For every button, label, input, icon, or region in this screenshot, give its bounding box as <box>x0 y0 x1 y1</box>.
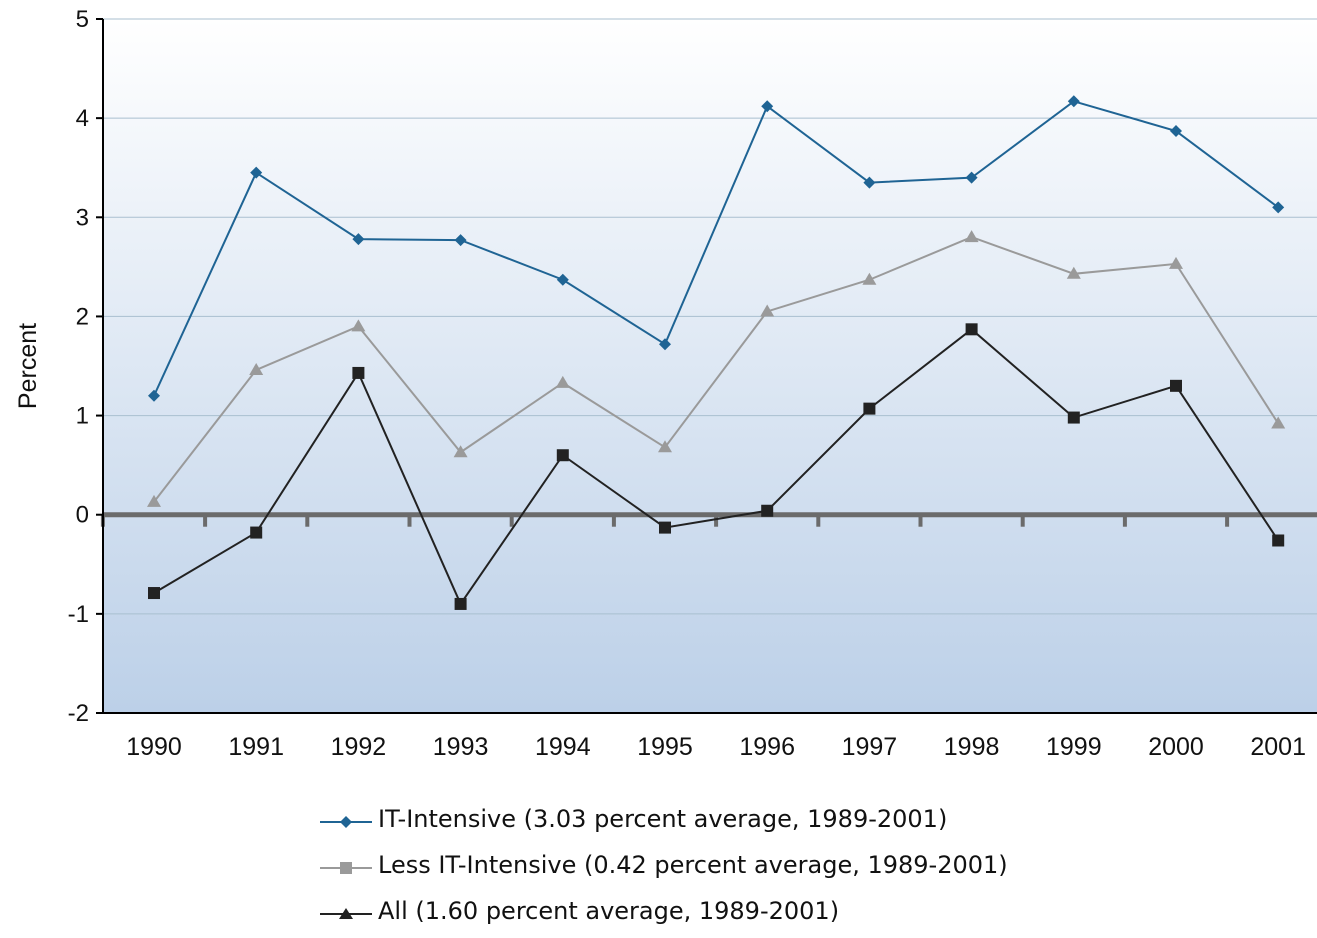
y-tick-label: 5 <box>76 6 89 33</box>
data-point <box>1067 95 1080 108</box>
series-line-0 <box>153 100 1279 397</box>
legend-label: Less IT-Intensive (0.42 percent average,… <box>378 851 1008 879</box>
data-point <box>659 338 671 351</box>
x-tick-label: 1997 <box>842 733 898 761</box>
y-tick-label: 2 <box>76 303 89 330</box>
x-tick-label: 1996 <box>739 733 795 761</box>
data-point <box>351 319 366 332</box>
data-point <box>147 494 161 507</box>
y-tick-label: 4 <box>76 105 89 132</box>
data-point <box>1271 416 1286 429</box>
y-tick-label: 1 <box>76 403 89 430</box>
legend-label: IT-Intensive (3.03 percent average, 1989… <box>378 805 948 833</box>
y-tick-label: 0 <box>76 502 89 529</box>
y-tick-label: -2 <box>68 700 89 727</box>
legend-label: All (1.60 percent average, 1989-2001) <box>378 897 840 925</box>
data-point <box>965 171 978 184</box>
x-tick-label: 1998 <box>944 733 1000 761</box>
x-tick-label: 1992 <box>331 733 387 761</box>
triangle-marker-icon <box>320 908 372 919</box>
legend: IT-Intensive (3.03 percent average, 1989… <box>318 800 1218 938</box>
data-point <box>148 587 160 600</box>
data-point <box>863 402 876 415</box>
line-chart: 5 4 3 2 1 0 -1 -2 1990 1991 1992 1993 1994 1995 1996 1… <box>14 6 1317 761</box>
data-point <box>1170 379 1182 392</box>
data-point <box>862 272 877 285</box>
data-point <box>454 597 467 610</box>
data-point <box>964 230 979 243</box>
data-point <box>1272 201 1285 214</box>
data-point <box>352 233 365 246</box>
data-point <box>863 176 876 189</box>
diamond-marker-icon <box>320 816 372 828</box>
data-point <box>761 100 774 113</box>
data-point <box>250 166 263 179</box>
legend-item-all: All (1.60 percent average, 1989-2001) <box>318 892 1218 938</box>
data-point <box>658 440 672 453</box>
x-tick-label: 1990 <box>126 733 182 761</box>
x-tick-label: 1999 <box>1046 733 1102 761</box>
data-point <box>1067 411 1080 424</box>
data-point <box>148 389 160 402</box>
y-tick-label: 3 <box>76 204 89 231</box>
data-point <box>454 234 467 247</box>
y-axis-label: Percent <box>14 323 42 409</box>
data-point <box>761 504 774 517</box>
legend-item-it-intensive: IT-Intensive (3.03 percent average, 1989… <box>318 800 1218 846</box>
x-tick-label: 1995 <box>637 733 693 761</box>
x-tick-label: 1991 <box>228 733 284 761</box>
data-point <box>352 366 365 379</box>
x-tick-label: 1994 <box>535 733 591 761</box>
plot-area <box>103 19 1317 713</box>
x-tick-label: 1993 <box>433 733 489 761</box>
x-tick-label: 2000 <box>1148 733 1204 761</box>
data-point <box>556 273 569 286</box>
y-tick-label: -1 <box>68 601 89 628</box>
data-point <box>1169 256 1183 269</box>
data-point <box>250 526 263 539</box>
series-line-2 <box>153 328 1280 606</box>
data-point <box>556 449 569 462</box>
data-point <box>453 445 468 458</box>
data-point <box>249 362 264 375</box>
series-line-1 <box>153 236 1280 503</box>
data-point <box>965 323 978 336</box>
data-point <box>555 375 570 388</box>
data-point <box>1272 534 1285 547</box>
square-marker-icon <box>320 862 372 874</box>
data-point <box>1170 125 1182 138</box>
legend-item-less-it-intensive: Less IT-Intensive (0.42 percent average,… <box>318 846 1218 892</box>
data-point <box>760 304 775 317</box>
data-point <box>1066 266 1081 279</box>
data-point <box>659 521 671 534</box>
x-tick-label: 2001 <box>1250 733 1306 761</box>
